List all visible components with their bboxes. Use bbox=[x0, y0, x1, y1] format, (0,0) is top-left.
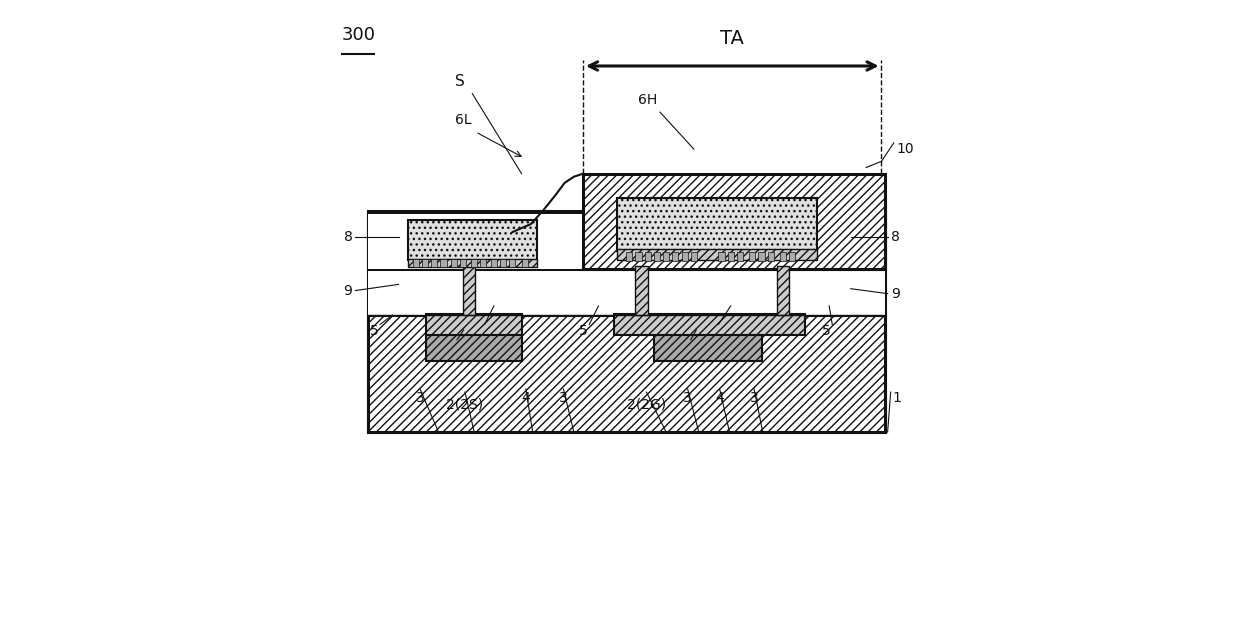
Text: 5: 5 bbox=[708, 324, 717, 337]
Bar bbox=[368, 269, 884, 315]
Text: 5: 5 bbox=[474, 324, 482, 337]
Text: 6L: 6L bbox=[455, 112, 471, 127]
Bar bbox=[440, 258, 446, 267]
Bar bbox=[368, 214, 884, 269]
Bar bbox=[408, 220, 537, 260]
Bar bbox=[510, 258, 516, 267]
Text: S: S bbox=[455, 74, 465, 89]
Bar bbox=[777, 266, 789, 315]
Bar bbox=[626, 252, 632, 261]
Bar bbox=[463, 266, 475, 315]
Bar bbox=[451, 258, 458, 267]
Bar bbox=[480, 258, 486, 267]
Text: 10: 10 bbox=[897, 142, 914, 156]
Text: 8: 8 bbox=[343, 230, 352, 244]
Bar bbox=[368, 315, 884, 432]
Bar bbox=[413, 258, 419, 267]
Bar bbox=[672, 252, 678, 261]
Text: 3: 3 bbox=[559, 391, 568, 405]
Text: 2(2S): 2(2S) bbox=[446, 397, 484, 412]
Bar bbox=[471, 258, 477, 267]
Text: 9: 9 bbox=[343, 284, 352, 297]
Bar bbox=[368, 211, 884, 432]
Bar bbox=[408, 258, 537, 267]
Bar bbox=[583, 174, 884, 269]
Bar bbox=[635, 266, 647, 315]
Text: 3: 3 bbox=[415, 391, 424, 405]
Bar bbox=[663, 252, 670, 261]
Text: 5: 5 bbox=[370, 324, 378, 337]
Text: 5: 5 bbox=[822, 324, 831, 337]
Bar bbox=[645, 252, 651, 261]
Text: 5: 5 bbox=[579, 324, 588, 337]
Bar bbox=[432, 258, 438, 267]
Bar bbox=[789, 252, 795, 261]
Bar bbox=[614, 314, 805, 336]
Bar bbox=[491, 258, 497, 267]
Text: 6H: 6H bbox=[639, 93, 657, 107]
Text: 4: 4 bbox=[522, 391, 531, 405]
Bar bbox=[522, 258, 528, 267]
Bar bbox=[682, 252, 688, 261]
Bar bbox=[500, 258, 506, 267]
Bar bbox=[427, 334, 522, 362]
Bar bbox=[737, 252, 743, 261]
Bar bbox=[768, 252, 774, 261]
Text: 7: 7 bbox=[446, 339, 455, 353]
Text: 1: 1 bbox=[893, 391, 901, 405]
Text: TA: TA bbox=[720, 28, 744, 48]
Text: 2(2G): 2(2G) bbox=[627, 397, 666, 412]
Text: 300: 300 bbox=[342, 26, 376, 44]
Bar bbox=[728, 252, 734, 261]
Text: 3: 3 bbox=[683, 391, 692, 405]
Text: 9: 9 bbox=[890, 287, 899, 300]
Bar bbox=[691, 252, 697, 261]
Text: 4: 4 bbox=[715, 391, 724, 405]
Text: 8: 8 bbox=[890, 230, 899, 244]
Bar bbox=[749, 252, 755, 261]
Bar bbox=[635, 252, 641, 261]
Bar bbox=[460, 258, 466, 267]
Text: 7: 7 bbox=[681, 339, 689, 353]
Bar bbox=[368, 214, 583, 269]
Bar bbox=[653, 334, 761, 362]
Bar bbox=[780, 252, 786, 261]
Bar bbox=[618, 198, 817, 250]
Bar bbox=[653, 252, 660, 261]
Text: 3: 3 bbox=[750, 391, 759, 405]
Bar bbox=[427, 314, 522, 336]
Bar bbox=[759, 252, 765, 261]
Bar bbox=[718, 252, 724, 261]
Bar bbox=[422, 258, 428, 267]
Bar bbox=[618, 249, 817, 260]
